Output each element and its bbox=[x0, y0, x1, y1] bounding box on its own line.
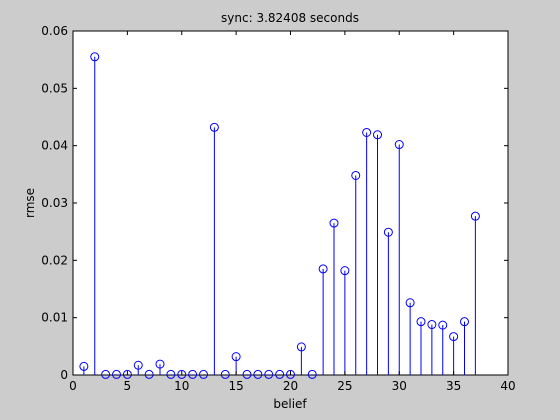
stem-marker bbox=[351, 170, 361, 180]
stem-marker bbox=[144, 369, 154, 379]
stem-marker bbox=[177, 369, 187, 379]
stem-marker bbox=[101, 369, 111, 379]
x-tick-label: 20 bbox=[283, 379, 298, 393]
x-axis-ticks: 0 5 10 15 20 25 30 35 40 bbox=[69, 31, 516, 393]
plot-area bbox=[72, 30, 509, 376]
stem-marker bbox=[231, 352, 241, 362]
y-tick-label: 0.04 bbox=[41, 139, 68, 153]
y-tick-label: 0.06 bbox=[41, 24, 68, 38]
y-tick-label: 0 bbox=[60, 368, 68, 382]
stem-marker bbox=[209, 122, 219, 132]
stem-marker bbox=[449, 332, 459, 342]
stem-marker bbox=[199, 369, 208, 379]
x-tick-label: 0 bbox=[69, 379, 77, 393]
y-tick-label: 0.03 bbox=[41, 196, 68, 210]
stem-marker bbox=[340, 266, 350, 276]
stem-marker bbox=[242, 369, 252, 379]
stem-marker bbox=[79, 361, 89, 371]
stem-marker bbox=[307, 369, 317, 379]
stem-marker bbox=[470, 211, 480, 221]
y-tick-label: 0.02 bbox=[41, 253, 68, 267]
stem-marker bbox=[112, 369, 121, 379]
chart-title: sync: 3.82408 seconds bbox=[221, 11, 359, 25]
stem-marker bbox=[296, 342, 306, 352]
stem-marker bbox=[438, 320, 448, 330]
x-tick-label: 40 bbox=[500, 379, 515, 393]
stem-marker bbox=[383, 227, 393, 237]
stem-marker bbox=[460, 317, 469, 327]
stem-marker bbox=[275, 369, 285, 379]
x-axis-label: belief bbox=[273, 397, 307, 411]
stem-marker bbox=[90, 52, 100, 62]
stem-marker bbox=[373, 130, 382, 140]
stem-marker bbox=[220, 369, 230, 379]
stem-marker bbox=[122, 369, 132, 379]
stem-marker bbox=[394, 140, 404, 150]
x-tick-label: 30 bbox=[392, 379, 407, 393]
stem-marker bbox=[362, 127, 372, 137]
stem-series bbox=[79, 52, 480, 379]
stem-marker bbox=[329, 218, 339, 228]
stem-marker bbox=[155, 359, 165, 369]
y-tick-label: 0.05 bbox=[41, 81, 68, 95]
stem-marker bbox=[133, 360, 143, 370]
x-tick-label: 25 bbox=[337, 379, 352, 393]
stem-marker bbox=[188, 369, 198, 379]
stem-marker bbox=[416, 317, 426, 327]
y-axis-ticks: 0 0.01 0.02 0.03 0.04 0.05 0.06 bbox=[41, 24, 508, 382]
y-axis-label: rmse bbox=[23, 188, 37, 218]
stem-marker bbox=[286, 369, 295, 379]
stem-marker bbox=[405, 298, 415, 308]
stem-marker bbox=[318, 264, 328, 274]
y-tick-label: 0.01 bbox=[41, 311, 68, 325]
x-tick-label: 35 bbox=[446, 379, 461, 393]
stem-marker bbox=[253, 369, 263, 379]
x-tick-label: 10 bbox=[174, 379, 189, 393]
x-tick-label: 5 bbox=[124, 379, 132, 393]
x-tick-label: 15 bbox=[228, 379, 243, 393]
stem-marker bbox=[264, 369, 274, 379]
stem-marker bbox=[427, 320, 437, 330]
stem-marker bbox=[166, 369, 176, 379]
